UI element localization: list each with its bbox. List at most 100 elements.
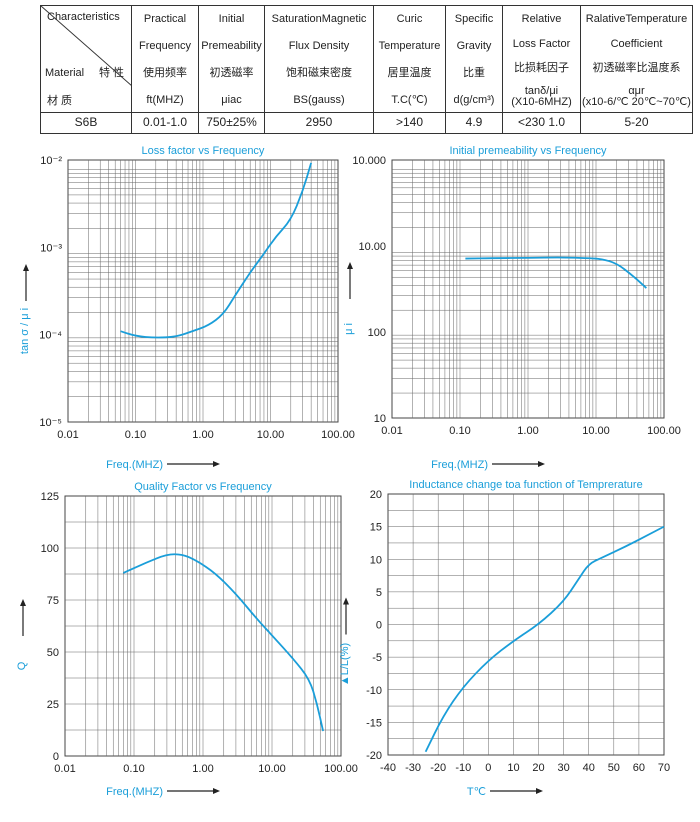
x-tick-label: 1.00 [192,429,213,441]
y-tick-label: 100 [368,327,386,339]
y-tick-label: 100 [41,543,59,555]
header-cailiao: 材 质 [47,95,73,107]
table-cell: 750±25% [198,111,265,135]
x-axis-arrowhead [213,788,220,794]
series-line [465,256,647,289]
x-tick-label: 10 [507,762,519,774]
chart-4: ▲L/L(%) [339,493,665,794]
y-tick-label: 25 [47,699,59,711]
x-tick-label: 10.00 [582,425,610,437]
y-axis-label: ▲L/L(%) [339,643,351,686]
diagonal-line [41,6,132,87]
col-header-temp-coeff: RalativeTemperature Coefficient 初透磁率比温度系… [580,5,693,113]
col-label: Frequency [139,39,191,52]
y-tick-label: 125 [41,491,59,503]
col-label: 初透磁率比温度系 [592,62,681,75]
y-tick-label: -15 [366,717,382,729]
series-line [122,553,324,732]
x-tick-label: -10 [455,762,471,774]
chart-title: Quality Factor vs Frequency [134,481,272,493]
y-axis-arrowhead [23,264,29,271]
x-tick-label: 100.00 [647,425,681,437]
x-axis-label: Freq.(MHZ) [431,459,488,471]
col-label: 使用频率 [143,66,187,79]
header-texing: 特 性 [99,67,125,79]
x-tick-label: 50 [608,762,620,774]
col-label: Flux Density [288,39,350,52]
x-tick-label: -40 [380,762,396,774]
y-tick-label: 15 [370,522,382,534]
y-tick-label: 20 [370,489,382,501]
col-header-permeability: Initial Premeability 初透磁率 μiac [198,5,265,113]
x-tick-label: 0.10 [449,425,470,437]
col-unit: μiac [221,93,242,106]
x-tick-label: 100.00 [324,763,358,775]
chart-title: Loss factor vs Frequency [142,145,265,157]
y-axis-arrowhead [20,599,26,606]
y-axis-arrowhead [347,262,353,269]
chart-title: Inductance change toa function of Tempre… [409,479,642,491]
col-label: Temperature [378,39,441,52]
col-label: Coefficient [610,37,663,50]
y-tick-label: 10 [370,554,382,566]
y-tick-label: 5 [376,587,382,599]
x-axis-label: Freq.(MHZ) [106,786,163,798]
header-characteristics: Characteristics [47,11,120,23]
col-unit: tanδ/μi [524,84,559,97]
y-axis-label: μ i [343,323,355,335]
x-tick-label: 0.01 [54,763,75,775]
col-unit: αμr [628,84,645,97]
x-axis-label: T℃ [467,786,486,798]
table-cell: 5-20 [580,111,693,135]
x-tick-label: 30 [558,762,570,774]
x-axis-arrowhead [213,461,220,467]
col-header-loss: Relative Loss Factor 比损耗因子 tanδ/μi (X10-6… [502,5,581,113]
table-cell: 0.01-1.0 [131,111,199,135]
y-tick-label: 10.00 [358,241,386,253]
y-axis-arrowhead [343,597,349,605]
x-tick-label: 60 [633,762,645,774]
col-header-curie: Curic Temperature 居里温度 T.C(℃) [373,5,446,113]
header-material: Material [45,67,85,79]
x-tick-label: 0 [485,762,491,774]
col-label: Practical [143,13,187,25]
col-unit: d(g/cm³) [453,93,495,106]
x-tick-label: 10.00 [257,429,285,441]
table-cell: 2950 [264,111,374,135]
chart-title: Initial premeability vs Frequency [449,145,607,157]
x-tick-label: 10.00 [258,763,286,775]
y-tick-label: 10⁻² [40,155,62,167]
col-label: 比损耗因子 [514,62,569,75]
x-tick-label: -20 [430,762,446,774]
col-unit: T.C(℃) [391,93,428,106]
col-header-flux: SaturationMagnetic Flux Density 饱和磁束密度 B… [264,5,374,113]
x-tick-label: 100.00 [321,429,355,441]
y-axis-label: tan σ / μ i [19,308,31,354]
y-tick-label: 10 [374,413,386,425]
y-tick-label: -10 [366,685,382,697]
y-tick-label: 10.000 [352,155,386,167]
x-tick-label: -30 [405,762,421,774]
table-row: S6B 0.01-1.0 750±25% 2950 >140 4.9 <230 … [40,111,693,135]
x-tick-label: 40 [583,762,595,774]
x-axis-label: Freq.(MHZ) [106,459,163,471]
x-axis-arrowhead [538,461,545,467]
col-label: 饱和磁束密度 [286,66,352,79]
col-label: RalativeTemperature [585,13,688,25]
x-tick-label: 0.01 [381,425,402,437]
y-tick-label: 50 [47,647,59,659]
y-tick-label: 0 [53,751,59,763]
col-label: Gravity [456,39,492,52]
x-tick-label: 1.00 [517,425,538,437]
y-axis-label: Q [16,661,28,670]
col-unit: (X10-6MHZ) [511,95,572,108]
col-label: Curic [396,13,423,25]
header-diagonal-cell: Characteristics Material 特 性 材 质 [40,5,132,113]
chart-1: tan σ / μ i [19,159,339,467]
spec-table: Characteristics Material 特 性 材 质 Practic… [40,5,693,135]
x-tick-label: 1.00 [192,763,213,775]
x-tick-label: 0.10 [123,763,144,775]
chart-3: Q [16,495,342,794]
col-label: Initial [218,13,245,25]
